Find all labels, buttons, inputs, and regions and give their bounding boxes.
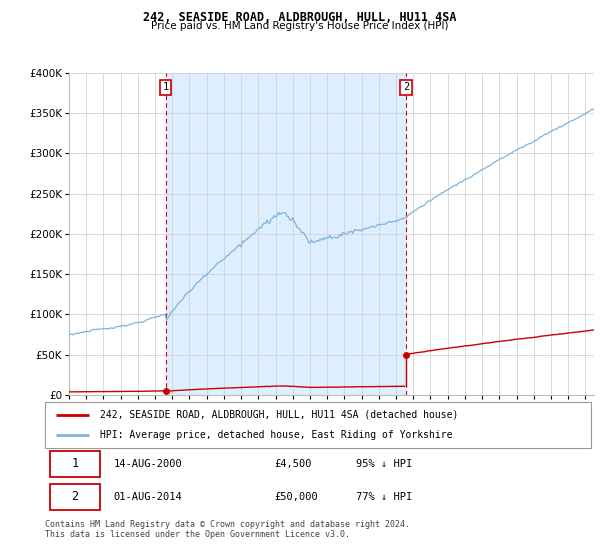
FancyBboxPatch shape [50,451,100,477]
Bar [166,73,406,395]
Text: 242, SEASIDE ROAD, ALDBROUGH, HULL, HU11 4SA: 242, SEASIDE ROAD, ALDBROUGH, HULL, HU11… [143,11,457,24]
Text: 14-AUG-2000: 14-AUG-2000 [113,459,182,469]
FancyBboxPatch shape [45,402,591,448]
Text: 1: 1 [163,82,169,92]
Text: Contains HM Land Registry data © Crown copyright and database right 2024.
This d: Contains HM Land Registry data © Crown c… [45,520,410,539]
Text: HPI: Average price, detached house, East Riding of Yorkshire: HPI: Average price, detached house, East… [100,430,452,440]
Text: 2: 2 [71,490,79,503]
Text: £4,500: £4,500 [274,459,312,469]
Text: 242, SEASIDE ROAD, ALDBROUGH, HULL, HU11 4SA (detached house): 242, SEASIDE ROAD, ALDBROUGH, HULL, HU11… [100,410,458,420]
Text: £50,000: £50,000 [274,492,318,502]
Text: 2: 2 [403,82,409,92]
Text: 95% ↓ HPI: 95% ↓ HPI [356,459,412,469]
Text: 77% ↓ HPI: 77% ↓ HPI [356,492,412,502]
Text: Price paid vs. HM Land Registry's House Price Index (HPI): Price paid vs. HM Land Registry's House … [151,21,449,31]
Text: 01-AUG-2014: 01-AUG-2014 [113,492,182,502]
FancyBboxPatch shape [50,484,100,510]
Text: 1: 1 [71,457,79,470]
